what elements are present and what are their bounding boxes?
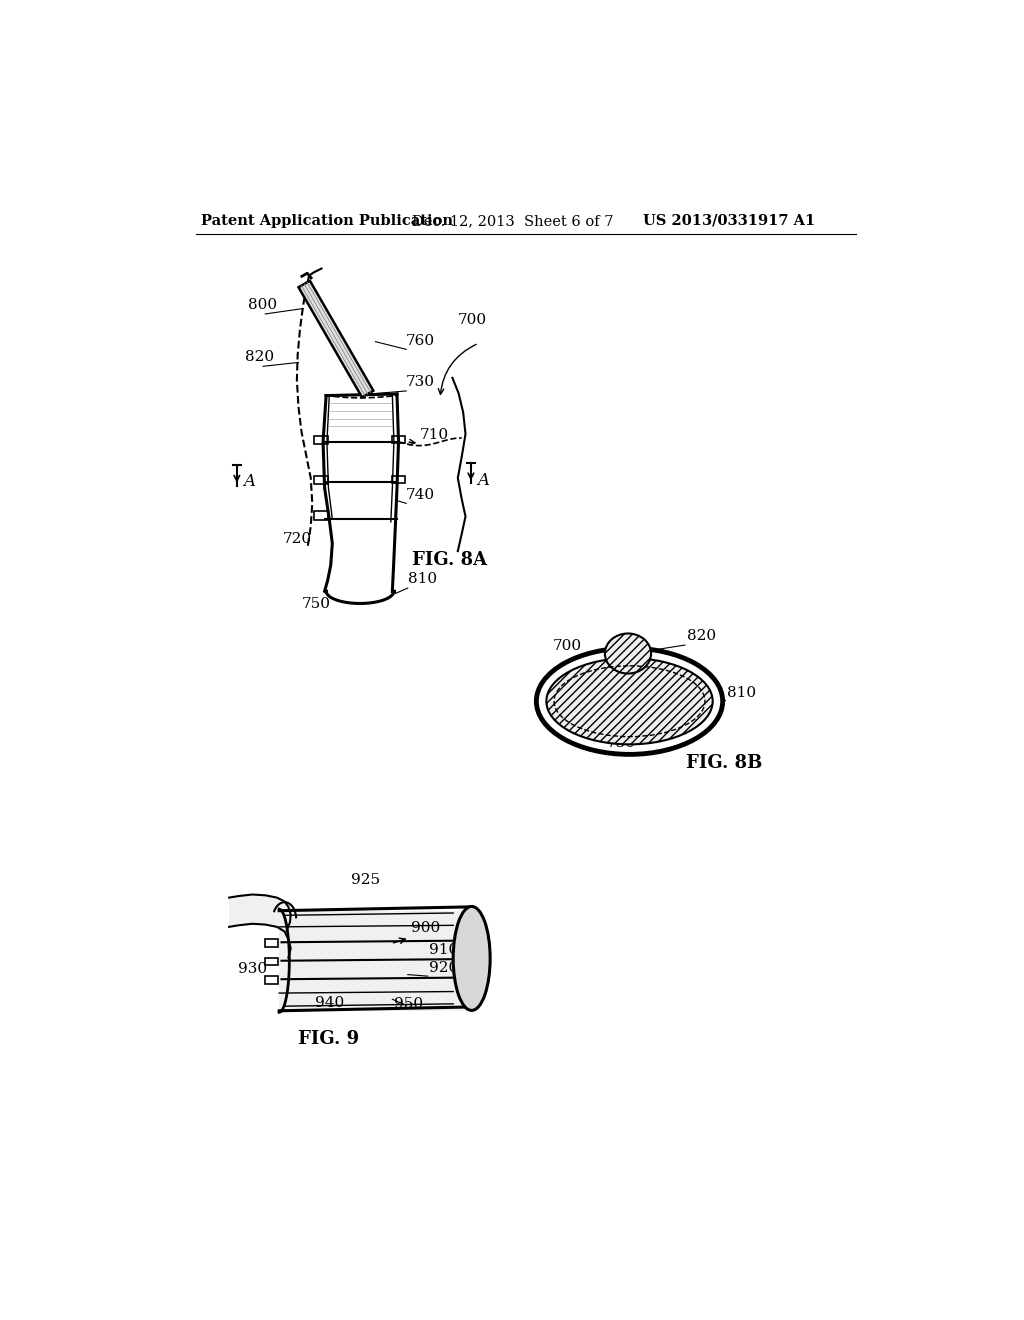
Text: 700: 700 <box>553 639 582 652</box>
Text: 920: 920 <box>429 961 459 974</box>
Text: US 2013/0331917 A1: US 2013/0331917 A1 <box>643 214 815 228</box>
Bar <box>265 940 278 946</box>
Text: Patent Application Publication: Patent Application Publication <box>202 214 454 228</box>
Bar <box>313 475 328 484</box>
Text: 950: 950 <box>394 998 423 1011</box>
Text: 900: 900 <box>411 921 440 936</box>
Text: 940: 940 <box>315 995 345 1010</box>
Text: 760: 760 <box>407 334 435 347</box>
Text: 820: 820 <box>686 628 716 643</box>
Text: 800: 800 <box>248 298 276 313</box>
Text: 930: 930 <box>239 962 267 975</box>
Text: 710: 710 <box>420 428 450 442</box>
Bar <box>392 475 404 483</box>
Ellipse shape <box>537 648 723 755</box>
Text: A: A <box>243 474 255 490</box>
Bar <box>265 977 278 983</box>
Polygon shape <box>229 895 291 958</box>
Bar <box>265 958 278 965</box>
Text: 740: 740 <box>407 488 435 502</box>
Polygon shape <box>299 281 374 397</box>
Text: 810: 810 <box>408 573 437 586</box>
Text: 700: 700 <box>458 313 487 327</box>
Ellipse shape <box>454 907 490 1010</box>
Text: 910: 910 <box>429 942 459 957</box>
Text: 820: 820 <box>245 350 273 364</box>
Text: FIG. 8B: FIG. 8B <box>686 754 763 772</box>
Text: FIG. 8A: FIG. 8A <box>412 550 486 569</box>
Text: 730: 730 <box>606 737 636 751</box>
Bar <box>392 436 404 444</box>
Ellipse shape <box>605 634 651 673</box>
Text: 810: 810 <box>727 686 756 701</box>
Text: Dec. 12, 2013  Sheet 6 of 7: Dec. 12, 2013 Sheet 6 of 7 <box>412 214 613 228</box>
Bar <box>313 511 328 520</box>
Text: FIG. 9: FIG. 9 <box>298 1030 359 1048</box>
Ellipse shape <box>547 659 713 744</box>
Text: 750: 750 <box>301 597 331 611</box>
Text: 720: 720 <box>283 532 312 546</box>
Text: 730: 730 <box>407 375 435 389</box>
Text: A: A <box>477 471 489 488</box>
Bar <box>313 436 328 444</box>
Bar <box>280 911 472 1011</box>
Text: 925: 925 <box>351 873 380 887</box>
